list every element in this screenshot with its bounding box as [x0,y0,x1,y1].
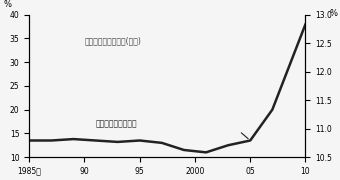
Text: 就業継続率（左軸）: 就業継続率（左軸） [96,119,137,128]
Y-axis label: %: % [3,0,11,9]
Text: 潜在的保育所定員率(右軸): 潜在的保育所定員率(右軸) [85,36,141,45]
Y-axis label: %: % [329,9,337,18]
